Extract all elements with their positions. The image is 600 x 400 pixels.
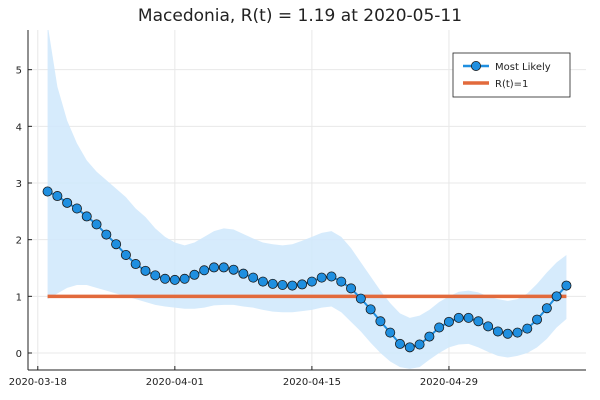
- axis-layer: 2020-03-18 2020-04-01 2020-04-15 2020-04-29…: [9, 30, 586, 388]
- legend: Most Likely R(t)=1: [452, 52, 571, 98]
- data-point: [306, 276, 317, 287]
- data-point: [492, 326, 503, 337]
- data-point: [208, 262, 219, 273]
- data-point: [355, 293, 366, 304]
- data-point: [189, 269, 200, 280]
- data-point: [218, 262, 229, 273]
- data-point: [443, 316, 454, 327]
- data-point: [434, 322, 445, 333]
- data-point: [365, 304, 376, 315]
- data-point: [111, 239, 122, 250]
- y-tick-label: 2: [16, 236, 22, 247]
- data-point: [375, 316, 386, 327]
- data-point: [385, 327, 396, 338]
- data-point: [394, 338, 405, 349]
- x-tick-label: 2020-04-01: [146, 377, 204, 388]
- data-point: [404, 342, 415, 353]
- data-point: [228, 264, 239, 275]
- legend-label-most-likely: Most Likely: [495, 62, 551, 73]
- data-point: [130, 259, 141, 270]
- data-point: [346, 283, 357, 294]
- data-point: [267, 278, 278, 289]
- data-point: [463, 312, 474, 323]
- data-point: [52, 191, 63, 202]
- data-point: [287, 280, 298, 291]
- y-tick-label: 1: [16, 292, 22, 303]
- data-point: [326, 271, 337, 282]
- y-tick-label: 5: [16, 66, 22, 77]
- data-point: [81, 211, 92, 222]
- data-point: [522, 323, 533, 334]
- data-point: [248, 272, 259, 283]
- data-point: [532, 314, 543, 325]
- x-tick-label: 2020-03-18: [9, 377, 67, 388]
- data-point: [199, 265, 210, 276]
- series-layer: [42, 186, 572, 353]
- data-point: [150, 270, 161, 281]
- data-point: [71, 203, 82, 214]
- data-point: [257, 276, 268, 287]
- data-point: [120, 249, 131, 260]
- x-tick-label: 2020-04-15: [283, 377, 341, 388]
- y-tick-label: 0: [16, 349, 22, 360]
- data-point: [62, 197, 73, 208]
- legend-box: [452, 52, 571, 98]
- data-point: [551, 291, 562, 302]
- data-point: [541, 303, 552, 314]
- data-point: [277, 279, 288, 290]
- data-point: [336, 276, 347, 287]
- legend-marker-most-likely: [470, 61, 481, 72]
- data-point: [42, 186, 53, 197]
- data-point: [502, 328, 513, 339]
- data-point: [297, 279, 308, 290]
- data-point: [91, 219, 102, 230]
- data-point: [101, 229, 112, 240]
- data-point: [424, 331, 435, 342]
- data-point: [316, 272, 327, 283]
- data-point: [169, 274, 180, 285]
- y-tick-label: 3: [16, 179, 22, 190]
- y-tick-label: 4: [16, 122, 22, 133]
- data-point: [160, 273, 171, 284]
- data-point: [473, 316, 484, 327]
- data-point: [561, 280, 572, 291]
- data-point: [238, 268, 249, 279]
- data-point: [140, 265, 151, 276]
- legend-label-rt-1: R(t)=1: [495, 79, 528, 90]
- x-tick-label: 2020-04-29: [420, 377, 478, 388]
- chart-title: Macedonia, R(t) = 1.19 at 2020-05-11: [138, 6, 462, 26]
- data-point: [179, 273, 190, 284]
- data-point: [453, 312, 464, 323]
- data-point: [512, 327, 523, 338]
- data-point: [414, 339, 425, 350]
- data-point: [483, 321, 494, 332]
